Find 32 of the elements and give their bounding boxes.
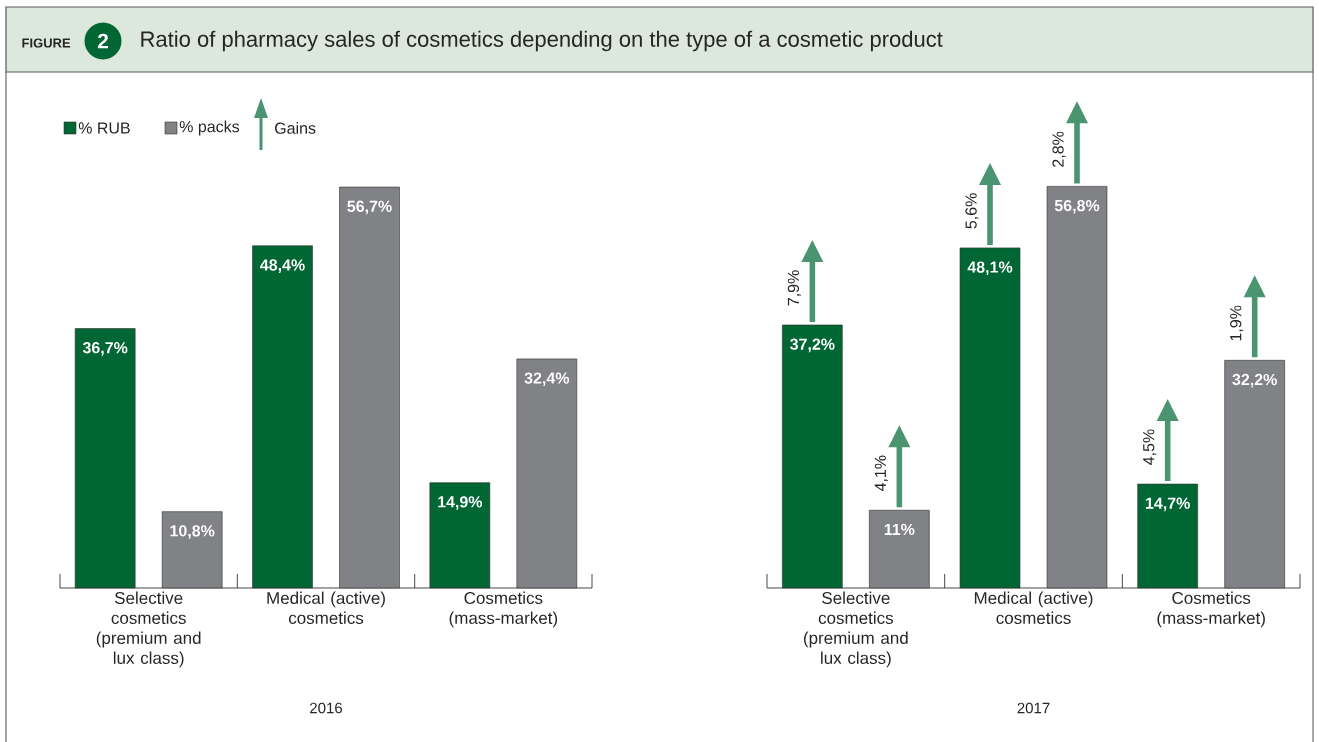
- text: 2: [97, 33, 108, 49]
- data-label: 56,8%: [1054, 199, 1100, 214]
- data-label: 11%: [884, 523, 915, 536]
- text: Gains: [275, 122, 316, 134]
- x-tick-label: Medical (active) cosmetics: [974, 591, 1093, 625]
- x-tick-label: Cosmetics (mass-market): [1157, 591, 1265, 628]
- data-label: 48,1%: [967, 261, 1013, 276]
- x-tick-label: Medical (active) cosmetics: [267, 591, 385, 625]
- x-tick-label: Selective cosmetics (premium and lux class): [96, 591, 201, 668]
- data-label: 36,7%: [82, 342, 128, 356]
- text: FIGURE: [22, 38, 71, 48]
- data-label: 10,8%: [170, 525, 215, 539]
- legend-label: % packs: [179, 120, 240, 136]
- data-label: 14,9%: [438, 496, 483, 510]
- data-label: 32,2%: [1232, 373, 1277, 388]
- annotation: 4,1%: [874, 455, 888, 492]
- x-axis-title: 2016: [310, 702, 343, 714]
- chart-title: Ratio of pharmacy sales of cosmetics depending on the type of a cosmetic product: [141, 30, 943, 52]
- data-label: 48,4%: [260, 259, 305, 273]
- data-label: 32,4%: [524, 372, 570, 387]
- data-label: 56,7%: [347, 200, 392, 215]
- annotation: 7,9%: [787, 270, 801, 306]
- data-label: 37,2%: [790, 338, 835, 353]
- annotation: 1,9%: [1230, 305, 1244, 341]
- x-tick-label: Selective cosmetics (premium and lux class): [803, 591, 908, 668]
- annotation: 4,5%: [1143, 429, 1157, 465]
- legend-label: % RUB: [78, 122, 130, 134]
- annotation: 5,6%: [965, 193, 979, 229]
- text: 2,8%: [1052, 131, 1066, 167]
- x-tick-label: Cosmetics (mass-market): [449, 591, 558, 628]
- x-axis-title: 2017: [1017, 702, 1050, 714]
- data-label: 14,7%: [1146, 497, 1190, 512]
